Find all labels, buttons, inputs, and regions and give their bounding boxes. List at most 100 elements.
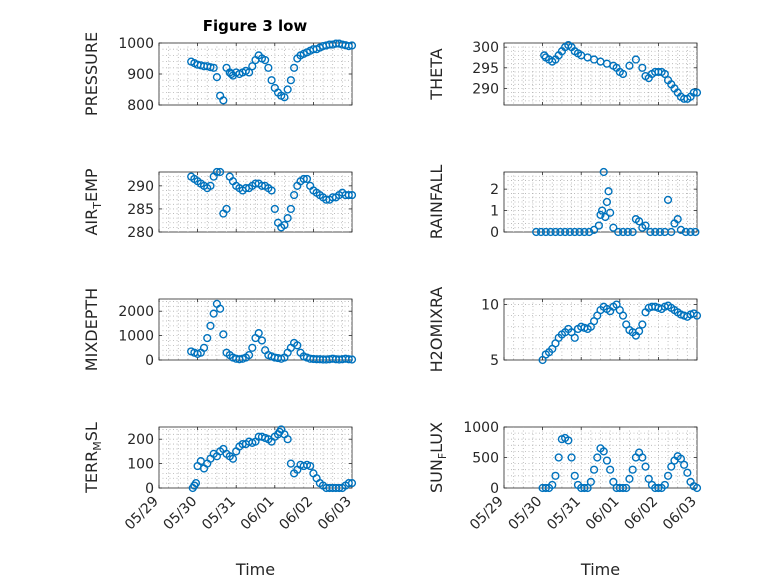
data-point <box>283 85 292 94</box>
data-point <box>248 343 257 352</box>
data-point <box>546 227 555 237</box>
data-point <box>564 436 573 445</box>
data-point <box>209 63 218 72</box>
data-point <box>344 190 353 200</box>
data-point <box>604 187 613 196</box>
data-point <box>638 63 647 72</box>
y-tick-label: 300 <box>472 40 499 56</box>
data-point <box>347 41 357 50</box>
series-points <box>187 167 357 232</box>
data-point <box>585 227 594 237</box>
data-point <box>219 330 228 339</box>
data-point <box>244 68 254 77</box>
data-point <box>692 483 702 493</box>
data-point <box>622 483 631 493</box>
data-point <box>212 72 222 82</box>
data-point <box>551 471 560 480</box>
data-point <box>625 474 634 483</box>
data-point <box>286 459 295 468</box>
data-point <box>216 167 225 177</box>
data-point <box>541 227 550 237</box>
data-point <box>556 227 565 237</box>
data-point <box>692 88 702 97</box>
y-tick-label: 290 <box>472 81 499 97</box>
data-point <box>570 333 579 342</box>
data-point <box>601 212 610 222</box>
data-point <box>660 69 669 79</box>
y-axis-label: MIXDEPTH <box>82 288 101 371</box>
data-point <box>593 453 602 462</box>
data-point <box>628 227 637 237</box>
data-point <box>673 215 682 224</box>
data-point <box>280 93 289 102</box>
data-point <box>589 465 599 474</box>
data-point <box>586 477 595 487</box>
panel-h2omixra: 5 10 H2OMIXRA <box>427 287 702 372</box>
y-tick-label: 10 <box>481 298 499 314</box>
data-point <box>567 453 576 462</box>
panel-rainfall: 0 1 2 RAINFALL <box>427 165 700 241</box>
data-point <box>216 304 225 313</box>
data-point <box>561 227 570 237</box>
data-point <box>199 343 209 352</box>
y-tick-label: 800 <box>127 98 154 114</box>
data-point <box>554 453 563 462</box>
y-tick-label: 0 <box>490 225 499 241</box>
data-point <box>570 471 579 480</box>
data-point <box>628 465 637 474</box>
data-point <box>575 227 584 237</box>
y-tick-label: 2000 <box>118 304 154 320</box>
y-axis-label: TERRMSL <box>82 422 104 494</box>
series-points <box>187 39 357 105</box>
y-axis-label: AIRTEMP <box>82 168 104 235</box>
x-axis-label: Time <box>235 560 275 579</box>
data-point <box>283 214 292 223</box>
x-axis-label: Time <box>580 560 620 579</box>
data-point <box>606 465 615 474</box>
data-point <box>609 223 618 232</box>
data-point <box>548 480 557 490</box>
data-point <box>596 210 605 219</box>
data-point <box>570 227 579 237</box>
data-point <box>286 76 295 85</box>
data-point <box>594 221 603 230</box>
y-tick-label: 1000 <box>118 329 154 345</box>
data-point <box>227 69 236 79</box>
data-point <box>212 167 222 177</box>
data-point <box>676 225 686 234</box>
data-point <box>257 336 267 345</box>
grid <box>504 427 697 488</box>
y-tick-label: 0 <box>145 353 154 369</box>
data-point <box>623 227 632 237</box>
panel-air_temp: 280 285 290 AIRTEMP <box>82 167 357 241</box>
y-tick-label: 100 <box>127 457 154 473</box>
y-tick-label: 1 <box>490 204 499 220</box>
series-points <box>187 299 357 364</box>
data-point <box>655 227 665 237</box>
data-point <box>347 190 357 200</box>
data-point <box>625 61 634 70</box>
data-point <box>660 480 669 490</box>
data-point <box>599 167 608 177</box>
data-point <box>264 63 273 72</box>
panel-mixdepth: 0 1000 2000 MIXDEPTH <box>82 288 357 371</box>
y-tick-label: 2 <box>490 182 499 198</box>
data-point <box>206 181 215 190</box>
data-point <box>589 225 599 234</box>
data-point <box>638 320 647 329</box>
data-point <box>683 468 692 477</box>
data-point <box>283 435 292 444</box>
data-point <box>306 461 315 471</box>
data-point <box>618 227 628 237</box>
y-axis-label: SUNFLUX <box>427 422 449 493</box>
data-point <box>219 96 228 105</box>
data-point <box>267 186 276 195</box>
y-tick-label: 1000 <box>463 420 499 436</box>
data-point <box>541 483 550 493</box>
data-point <box>551 227 560 237</box>
y-tick-label: 5 <box>490 353 499 369</box>
data-point <box>580 483 589 493</box>
data-point <box>580 227 589 237</box>
